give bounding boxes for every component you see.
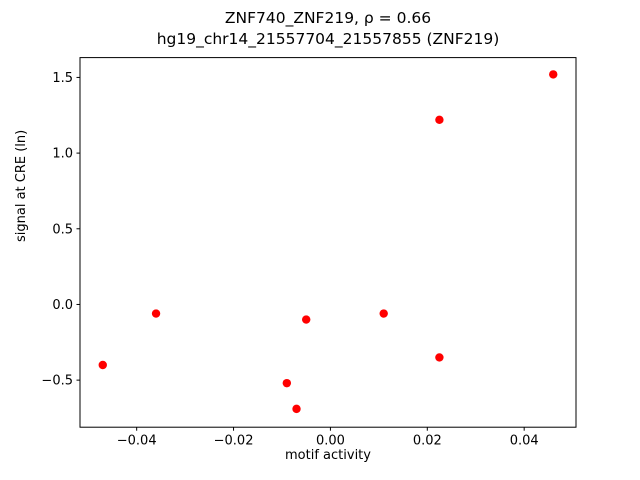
chart-title-line2: hg19_chr14_21557704_21557855 (ZNF219) [156,30,500,48]
chart-title: ZNF740_ZNF219, ρ = 0.66 hg19_chr14_21557… [80,8,576,50]
chart-title-line1: ZNF740_ZNF219, ρ = 0.66 [224,9,432,27]
data-point [292,404,301,414]
x-tick-label: −0.04 [117,434,157,449]
y-tick-label: 1.5 [52,71,73,86]
x-tick-label: 0.04 [510,434,539,449]
x-tick-label: −0.02 [214,434,254,449]
data-point [151,309,161,318]
x-tick-label: 0.00 [316,434,345,449]
data-point [435,353,444,362]
y-axis-label: signal at CRE (ln) [14,129,29,242]
y-tick-label: −0.5 [41,374,73,389]
data-point [379,309,388,318]
y-tick-label: 1.0 [52,147,73,162]
data-point [98,360,107,370]
data-point [549,70,558,79]
plot-frame [79,57,577,428]
y-tick-label: 0.5 [52,222,73,237]
data-point [435,115,444,125]
data-point [282,378,292,388]
y-tick-label: 0.0 [52,298,73,313]
x-axis-label: motif activity [285,448,371,463]
x-tick-label: 0.02 [413,434,442,449]
data-point [302,315,311,324]
